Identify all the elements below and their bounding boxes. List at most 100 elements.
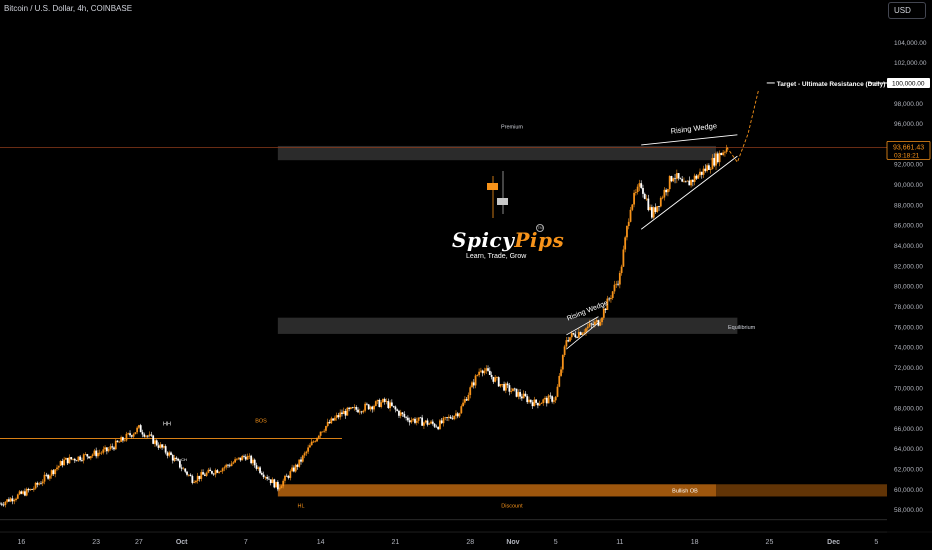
candle-body [89,456,92,459]
price-axis: 58,000.00 60,000.00 62,000.00 64,000.00 66,0… [886,40,931,514]
candle-body [469,387,472,395]
x-tick-label: 14 [317,539,325,546]
candle-body [129,433,131,436]
y-tick-label: 102,000.00 [894,60,927,67]
candle-body [496,377,498,378]
candle-body [323,430,326,432]
candle-body [474,375,477,386]
candle-body [223,467,226,469]
candle-body [2,504,5,506]
candle-body [221,468,224,472]
candle-body [439,420,441,430]
candle-body [366,403,368,405]
currency-button[interactable]: USD [888,2,926,19]
candle-body [342,411,345,415]
candle-body [453,415,456,420]
candle-body [414,418,416,423]
candle-body [97,452,99,457]
zone-label-premium: Premium [501,125,523,131]
y-tick-label: 96,000.00 [894,121,923,128]
candle-body [134,432,137,435]
candle-body [95,450,98,457]
candle-body [123,440,126,442]
wedge1-upper-line [566,316,599,336]
candle-body [303,453,306,456]
candle-body [524,393,527,397]
x-tick-label: Dec [827,539,840,546]
candle-body [406,417,409,421]
candle-body [709,169,712,170]
target-price-tag-text: 100,000.00 [892,80,925,87]
candle-body [383,398,386,402]
candle-body [22,491,25,494]
candle-body [309,445,311,448]
y-tick-label: 82,000.00 [894,263,923,270]
candle-body [171,454,174,461]
candle-body [111,446,114,448]
candle-body [344,411,347,416]
candle-body [462,402,464,407]
candle-body [16,494,19,499]
candle-body [150,434,153,436]
candle-body [588,323,591,327]
candle-body [198,475,201,479]
candle-body [228,465,231,467]
candle-body [683,181,685,183]
x-tick-label: 5 [874,539,878,546]
candle-body [294,464,297,472]
candle-body [526,396,529,403]
candle-body [186,471,188,475]
candle-body [538,403,541,406]
x-tick-label: 27 [135,539,143,546]
candle-body [693,175,696,182]
candle-body [576,337,578,338]
candle-body [298,459,301,467]
candle-body [690,179,692,186]
candle-body [620,266,623,274]
candle-body [289,471,292,478]
candle-body [659,197,662,207]
candle-body [0,503,3,505]
candle-body [260,472,263,475]
candle-body [560,369,562,376]
candle-body [170,452,172,455]
candle-body [145,435,147,437]
candle-body [355,407,358,410]
candle-body [499,384,502,387]
candle-body [36,482,39,485]
candle-body [31,489,33,490]
wedge-lower-line [640,155,738,230]
candle-body [494,377,497,382]
candle-body [191,476,194,483]
candle-body [722,152,725,156]
candle-body [480,370,482,372]
candle-body [449,416,452,419]
hl-label: HL [297,504,304,510]
x-tick-label: 21 [392,539,400,546]
y-tick-label: 88,000.00 [894,202,923,209]
candle-body [382,398,384,403]
candle-body [70,457,73,460]
candle-body [626,226,628,238]
candle-body [6,499,9,502]
candle-body [540,403,543,404]
candle-body [285,475,288,477]
candle-body [227,464,229,466]
candle-body [259,467,261,473]
candle-body [321,431,324,433]
candle-body [583,332,586,334]
candle-body [178,460,181,468]
candle-body [105,447,108,452]
candle-body [394,406,397,410]
brand-name-part1: Spicy [452,228,515,252]
candle-body [52,470,55,475]
x-tick-label: 7 [244,539,248,546]
candle-body [252,459,254,464]
candle-body [47,474,49,479]
candle-body [467,394,470,401]
candle-body [278,488,281,490]
candle-body [143,434,146,437]
candle-body [84,454,87,455]
candle-body [77,456,80,461]
